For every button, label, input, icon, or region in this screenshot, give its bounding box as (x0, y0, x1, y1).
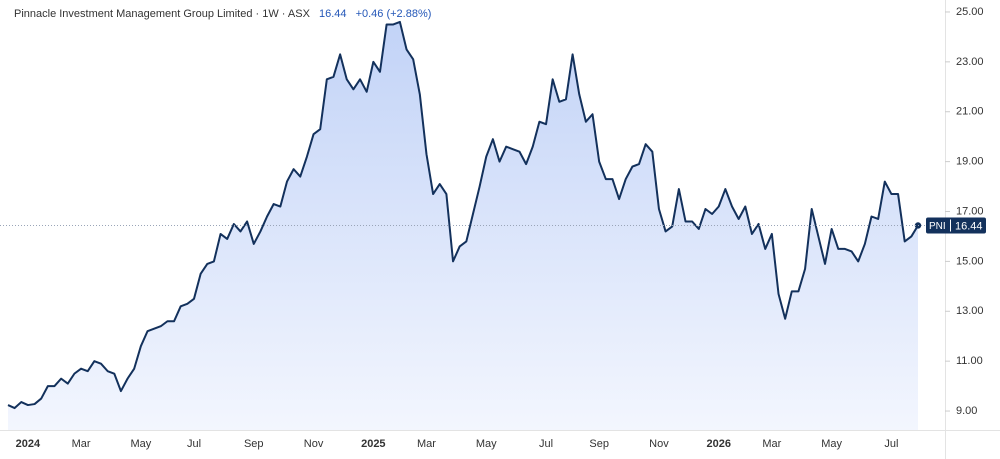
y-tick-label: 17.00 (956, 205, 984, 217)
y-tick-label: 15.00 (956, 255, 984, 267)
price-tag (926, 217, 986, 234)
x-tick-label: Jul (187, 438, 201, 450)
y-tick-label: 19.00 (956, 156, 984, 168)
x-tick-label: Mar (762, 438, 781, 450)
x-tick-label: 2025 (361, 438, 385, 450)
plot-area (0, 20, 926, 430)
x-tick-label: Jul (884, 438, 898, 450)
x-tick-label: 2024 (16, 438, 41, 450)
area-fill (8, 21, 918, 430)
x-tick-label: Sep (589, 438, 609, 450)
x-tick-label: Mar (72, 438, 91, 450)
y-tick-label: 13.00 (956, 305, 984, 317)
instrument-name: Pinnacle Investment Management Group Lim… (14, 8, 311, 20)
x-tick-label: 2026 (706, 438, 730, 450)
y-tick-label: 21.00 (956, 106, 984, 118)
price-tag-symbol: PNI (929, 221, 946, 232)
x-tick-label: Nov (304, 438, 324, 450)
x-tick-label: Nov (649, 438, 669, 450)
price-change: +0.46 (+2.88%) (356, 8, 432, 20)
x-tick-label: May (476, 438, 497, 450)
x-tick-label: Sep (244, 438, 264, 450)
x-tick-label: May (821, 438, 842, 450)
last-price: 16.44 (319, 8, 347, 20)
x-tick-label: Mar (417, 438, 436, 450)
chart-header: Pinnacle Investment Management Group Lim… (14, 8, 431, 20)
y-tick-label: 11.00 (956, 355, 983, 367)
x-tick-label: May (130, 438, 151, 450)
price-tag-value: 16.44 (955, 220, 983, 232)
y-tick-label: 25.00 (956, 6, 984, 18)
price-line (7, 20, 919, 410)
y-tick-label: 23.00 (956, 56, 984, 68)
y-tick-label: 9.00 (956, 405, 977, 417)
x-tick-label: Jul (539, 438, 553, 450)
